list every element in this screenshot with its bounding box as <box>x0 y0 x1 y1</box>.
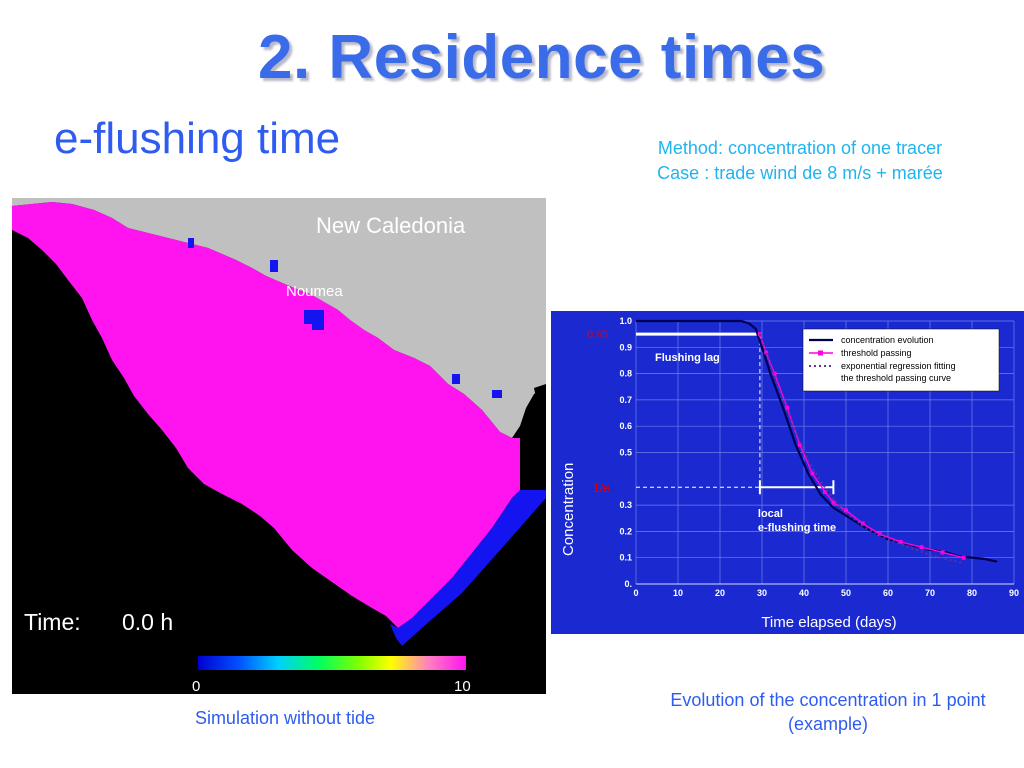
chart-annotations: 0.95 1/e Flushing lag local e-flushing time <box>587 329 836 534</box>
y-tick-label: 0.9 <box>619 342 632 352</box>
x-tick-label: 60 <box>883 588 893 598</box>
threshold-095-label: 0.95 <box>587 329 608 341</box>
threshold-1e-label: 1/e <box>593 481 610 495</box>
threshold-point <box>844 508 848 513</box>
local-label: local <box>758 508 783 520</box>
x-tick-label: 30 <box>757 588 767 598</box>
threshold-point <box>860 521 865 526</box>
x-tick-label: 50 <box>841 588 851 598</box>
chart-series <box>636 319 998 564</box>
y-axis-label: Concentration <box>560 463 577 556</box>
land-area <box>12 198 546 438</box>
series-concentration-line <box>636 319 998 563</box>
method-line: Method: concentration of one tracer <box>657 138 943 158</box>
threshold-point <box>810 471 815 476</box>
threshold-point <box>785 405 790 410</box>
y-tick-label: 1.0 <box>619 316 632 326</box>
y-tick-label: 0.2 <box>619 526 632 536</box>
x-tick-labels: 0 10 20 30 40 50 60 70 80 90 <box>633 588 1019 598</box>
y-tick-label: 0.7 <box>619 395 632 405</box>
threshold-point <box>797 442 802 447</box>
concentration-chart: 0. 0.1 0.2 0.3 0.5 0.6 0.7 0.8 0.9 1.0 0 10 20 30 40 5… <box>551 311 1024 634</box>
y-tick-label: 0.8 <box>619 369 632 379</box>
x-tick-label: 70 <box>925 588 935 598</box>
x-tick-label: 90 <box>1009 588 1019 598</box>
method-description: Method: concentration of one tracer Case… <box>590 136 1010 186</box>
coastline-island <box>534 384 546 412</box>
threshold-point <box>961 555 966 560</box>
threshold-point <box>764 350 769 355</box>
chart-caption-line2: (example) <box>787 714 869 734</box>
x-axis-label: Time elapsed (days) <box>761 614 896 631</box>
chart-caption-line1: Evolution of the concentration in 1 poin… <box>670 690 986 710</box>
x-tick-label: 10 <box>673 588 683 598</box>
simulation-map: New Caledonia Noumea Time: 0.0 h 0 10 <box>12 198 546 694</box>
legend-box <box>802 328 1000 392</box>
y-tick-label: 0.5 <box>619 448 632 458</box>
slide-title: 2. Residence times <box>258 23 826 92</box>
y-tick-label: 0.6 <box>619 421 632 431</box>
x-tick-label: 0 <box>633 588 638 598</box>
legend-label-concentration: concentration evolution <box>841 335 934 345</box>
threshold-point <box>831 500 836 505</box>
y-tick-label: 0. <box>624 579 632 589</box>
city-label: Noumea <box>286 283 343 300</box>
legend-label-regression-line2: the threshold passing curve <box>841 373 951 383</box>
time-value: 0.0 h <box>122 609 173 635</box>
y-tick-label: 0.1 <box>619 553 632 563</box>
case-line: Case : trade wind de 8 m/s + marée <box>657 163 943 183</box>
x-tick-label: 40 <box>799 588 809 598</box>
colorbar-min-label: 0 <box>192 678 200 694</box>
chart-caption: Evolution of the concentration in 1 poin… <box>628 688 1024 736</box>
legend-marker-threshold <box>818 350 823 356</box>
threshold-point <box>823 489 827 494</box>
colorbar <box>198 656 466 670</box>
x-tick-label: 20 <box>715 588 725 598</box>
legend-label-regression-line1: exponential regression fitting <box>841 361 956 371</box>
e-flushing-time-label: e-flushing time <box>758 522 836 534</box>
y-tick-label: 0.3 <box>619 500 632 510</box>
colorbar-max-label: 10 <box>454 678 471 694</box>
region-label: New Caledonia <box>316 213 466 238</box>
y-tick-labels: 0. 0.1 0.2 0.3 0.5 0.6 0.7 0.8 0.9 1.0 <box>619 316 632 589</box>
legend-label-threshold: threshold passing <box>841 348 912 358</box>
open-boundary-area <box>390 490 546 646</box>
slide-subtitle: e-flushing time <box>54 114 341 163</box>
series-regression-line <box>758 333 964 564</box>
chart-legend: concentration evolution threshold passing… <box>802 328 1000 392</box>
x-tick-label: 80 <box>967 588 977 598</box>
small-blue-inlets <box>188 238 502 398</box>
threshold-point <box>940 550 945 555</box>
threshold-point <box>919 545 924 550</box>
time-label: Time: <box>24 609 81 635</box>
map-caption: Simulation without tide <box>194 708 376 728</box>
threshold-point <box>772 371 777 376</box>
lagoon-area <box>12 202 520 628</box>
flushing-lag-label: Flushing lag <box>655 352 720 364</box>
threshold-point <box>898 539 903 544</box>
